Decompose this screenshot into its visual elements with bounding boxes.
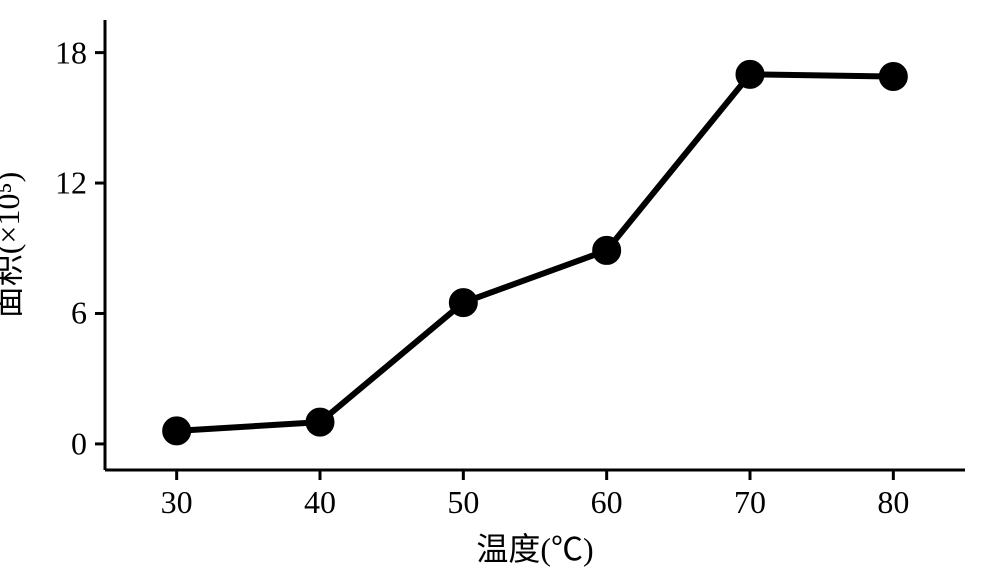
x-tick-label: 40 [304, 484, 336, 521]
x-tick-label: 70 [734, 484, 766, 521]
x-tick-label: 60 [591, 484, 623, 521]
x-tick-label: 50 [447, 484, 479, 521]
y-tick-label: 0 [71, 425, 87, 462]
x-tick-label: 30 [161, 484, 193, 521]
y-tick-label: 18 [55, 34, 87, 71]
x-tick-label: 80 [877, 484, 909, 521]
y-axis-title: 面积(×10⁵) [0, 172, 29, 319]
line-chart [0, 0, 1000, 563]
y-tick-label: 12 [55, 165, 87, 202]
y-tick-label: 6 [71, 295, 87, 332]
x-axis-title: 温度(℃) [476, 524, 593, 570]
